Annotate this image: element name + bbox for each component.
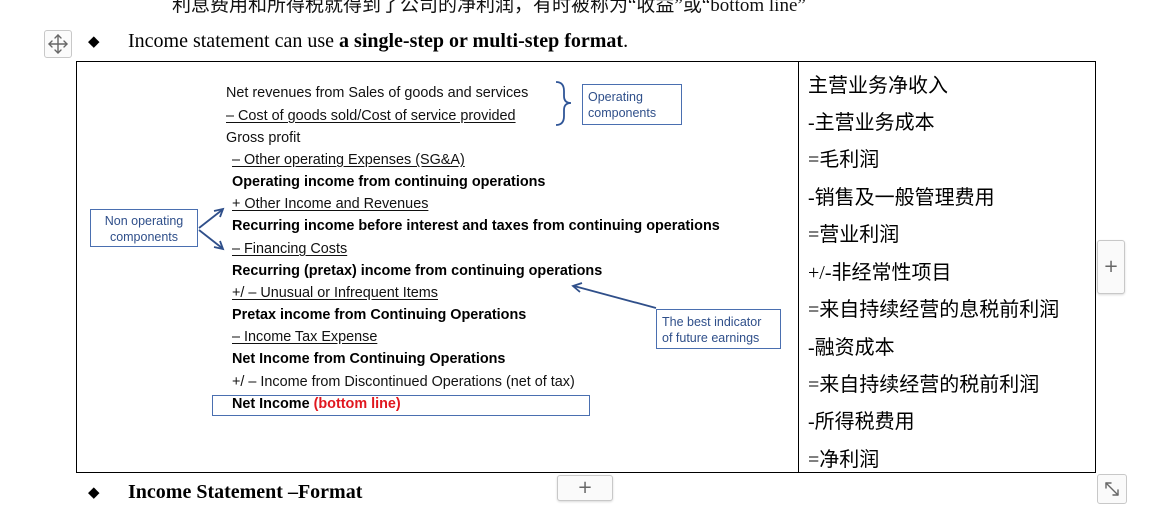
is-line-discontinued: +/ – Income from Discontinued Operations…: [232, 374, 575, 390]
plus-icon-2: +: [577, 477, 593, 498]
resize-diagonal-icon: [1105, 482, 1119, 496]
is-line-other-income: + Other Income and Revenues: [232, 196, 429, 212]
heading-income-statement-format: Income Statement –Format: [128, 481, 362, 504]
best-indicator-arrowhead: [571, 282, 583, 293]
bullet-icon-2: ◆: [88, 485, 100, 501]
net-income-box: [212, 395, 590, 416]
table-resize-handle[interactable]: [1097, 474, 1127, 504]
cn-line-3: =毛利润: [808, 149, 880, 171]
is-line-ebit: Recurring income before interest and tax…: [232, 218, 720, 234]
move-arrows-icon: [48, 34, 68, 54]
callout-operating-line1: Operating: [588, 90, 643, 104]
bottom-line-tag: (bottom line): [313, 396, 401, 412]
is-line-financing-costs: – Financing Costs: [232, 241, 348, 257]
cn-line-7: =来自持续经营的息税前利润: [808, 299, 1060, 321]
operating-brace: [555, 81, 572, 126]
callout-operating-line2: components: [588, 106, 657, 120]
bullet-icon: ◆: [88, 34, 100, 50]
heading-income-statement-format-text: Income Statement –Format: [128, 481, 363, 503]
is-line-sga: – Other operating Expenses (SG&A): [232, 152, 465, 168]
heading-format-prefix: Income statement can use: [128, 30, 340, 52]
cn-line-11: =净利润: [808, 449, 880, 471]
is-line-gross-profit: Gross profit: [226, 130, 301, 146]
heading-format: Income statement can use a single-step o…: [128, 30, 628, 53]
callout-non-operating-line2: components: [109, 230, 179, 244]
is-line-operating-income: Operating income from continuing operati…: [232, 174, 546, 190]
is-line-net-income: Net Income (bottom line): [232, 396, 401, 412]
format-table: [76, 61, 1096, 473]
is-line-unusual-items: +/ – Unusual or Infrequent Items: [232, 285, 438, 301]
is-line-cogs: – Cost of goods sold/Cost of service pro…: [226, 108, 516, 124]
callout-best-indicator-line2: of future earnings: [662, 331, 760, 345]
is-line-recurring-pretax: Recurring (pretax) income from continuin…: [232, 263, 603, 279]
add-column-button[interactable]: +: [1097, 240, 1125, 294]
add-row-button[interactable]: +: [557, 475, 613, 501]
non-operating-arrow-up: [198, 209, 223, 229]
callout-operating: Operating components: [582, 84, 682, 125]
best-indicator-arrow: [573, 285, 657, 309]
callout-non-operating-line1: Non operating: [104, 214, 184, 228]
table-move-handle[interactable]: [44, 30, 72, 58]
cn-line-2: -主营业务成本: [808, 112, 935, 134]
cn-line-6: +/-非经常性项目: [808, 262, 952, 284]
cn-line-8: -融资成本: [808, 337, 895, 359]
heading-format-bold: a single-step or multi-step format: [339, 30, 624, 52]
is-line-net-income-continuing: Net Income from Continuing Operations: [232, 351, 506, 367]
cn-line-5: =营业利润: [808, 224, 900, 246]
cn-line-10: -所得税费用: [808, 411, 915, 433]
non-operating-arrowhead-up: [213, 207, 225, 218]
callout-best-indicator-line1: The best indicator: [662, 315, 762, 329]
top-paragraph-line: 利息费用和所得税就得到了公司的净利润，有时被称为“收益”或“bottom lin…: [172, 0, 806, 16]
heading-format-suffix: .: [623, 30, 629, 52]
callout-non-operating: Non operating components: [90, 209, 198, 247]
non-operating-arrowhead-down: [213, 240, 225, 251]
is-line-pretax-income: Pretax income from Continuing Operations: [232, 307, 527, 323]
plus-icon: +: [1103, 256, 1119, 277]
cn-line-1: 主营业务净收入: [808, 75, 948, 97]
cn-line-4: -销售及一般管理费用: [808, 187, 995, 209]
cn-line-9: =来自持续经营的税前利润: [808, 374, 1040, 396]
non-operating-arrow-down: [198, 229, 223, 249]
callout-best-indicator: The best indicator of future earnings: [656, 309, 781, 349]
net-income-label: Net Income: [232, 396, 310, 412]
is-line-income-tax: – Income Tax Expense: [232, 329, 378, 345]
table-column-divider: [798, 61, 799, 473]
is-line-net-revenues: Net revenues from Sales of goods and ser…: [226, 85, 529, 101]
